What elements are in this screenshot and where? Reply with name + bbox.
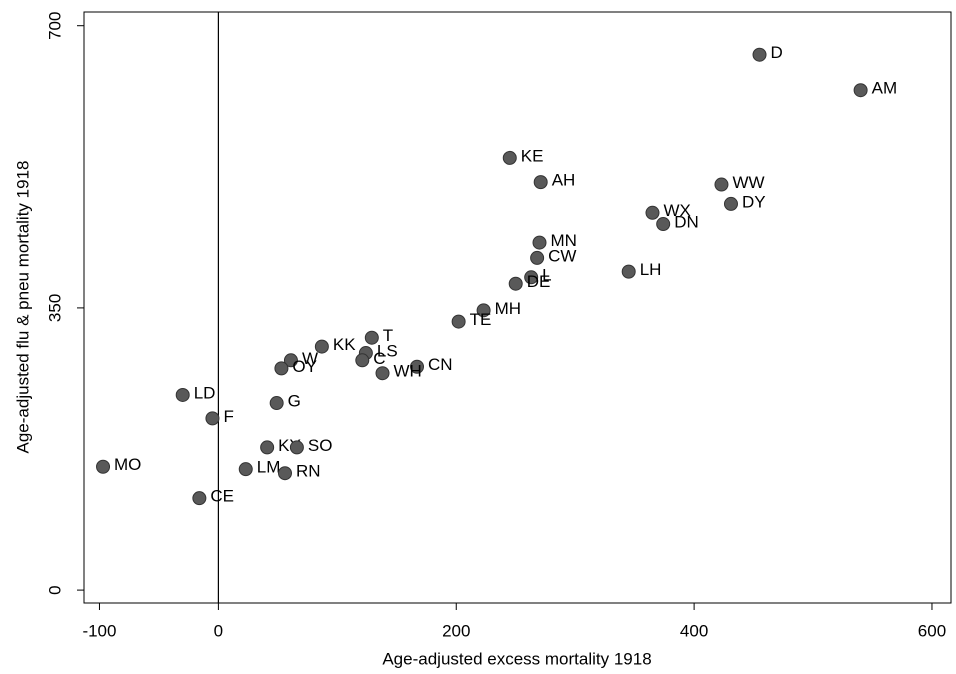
point xyxy=(238,462,253,477)
y-tick-label: 700 xyxy=(45,12,64,40)
point-label: T xyxy=(383,326,393,345)
point xyxy=(714,177,729,192)
point xyxy=(451,314,466,329)
point xyxy=(283,353,298,368)
point xyxy=(752,47,767,62)
point-label: C xyxy=(373,349,385,368)
point-label: OY xyxy=(292,357,317,376)
point xyxy=(175,387,190,402)
point-label: TE xyxy=(470,310,492,329)
point-label: LH xyxy=(640,260,662,279)
point xyxy=(96,459,111,474)
point-label: WH xyxy=(394,362,422,381)
point-label: MO xyxy=(114,455,141,474)
point-label: MH xyxy=(495,299,521,318)
point-label: WX xyxy=(663,201,690,220)
point xyxy=(656,217,671,232)
y-tick-label: 0 xyxy=(45,585,64,594)
point xyxy=(502,150,517,165)
point-label: KE xyxy=(521,146,544,165)
point xyxy=(723,196,738,211)
point-label: RN xyxy=(296,462,321,481)
point-label: W xyxy=(302,349,318,368)
point xyxy=(355,353,370,368)
point-label: LM xyxy=(257,458,281,477)
point xyxy=(532,235,547,250)
point xyxy=(645,205,660,220)
point-label: LS xyxy=(377,342,398,361)
point xyxy=(853,83,868,98)
point-label: DE xyxy=(527,272,551,291)
point xyxy=(476,303,491,318)
point-label: WW xyxy=(732,173,764,192)
point xyxy=(274,361,289,376)
y-axis-title: Age-adjusted flu & pneu mortality 1918 xyxy=(13,161,32,454)
point-label: AH xyxy=(552,171,576,190)
point xyxy=(205,411,220,426)
point-label: AM xyxy=(872,79,898,98)
point xyxy=(533,175,548,190)
point xyxy=(508,276,523,291)
point-label: LD xyxy=(194,383,216,402)
point-label: SO xyxy=(308,436,333,455)
x-tick-label: 0 xyxy=(214,621,223,640)
x-tick-label: 400 xyxy=(680,621,708,640)
point xyxy=(375,366,390,381)
point-label: CN xyxy=(428,355,453,374)
point xyxy=(269,396,284,411)
point xyxy=(192,491,207,506)
point-label: CE xyxy=(210,487,234,506)
point-label: D xyxy=(771,43,783,62)
point-label: CW xyxy=(548,246,576,265)
point xyxy=(364,330,379,345)
point xyxy=(410,359,425,374)
point xyxy=(314,339,329,354)
point-label: KK xyxy=(333,335,356,354)
y-tick-label: 350 xyxy=(45,294,64,322)
point-label: F xyxy=(223,407,233,426)
point-label: MN xyxy=(551,231,577,250)
point xyxy=(524,270,539,285)
x-tick-label: 600 xyxy=(918,621,946,640)
point-label: DN xyxy=(674,213,699,232)
x-tick-label: 200 xyxy=(442,621,470,640)
point-label: L xyxy=(542,266,551,285)
point-label: G xyxy=(288,392,301,411)
point-label: DY xyxy=(742,192,766,211)
point xyxy=(289,440,304,455)
point xyxy=(621,264,636,279)
x-axis-title: Age-adjusted excess mortality 1918 xyxy=(382,649,651,668)
point xyxy=(260,440,275,455)
point xyxy=(277,466,292,481)
point xyxy=(530,250,545,265)
x-tick-label: -100 xyxy=(82,621,116,640)
